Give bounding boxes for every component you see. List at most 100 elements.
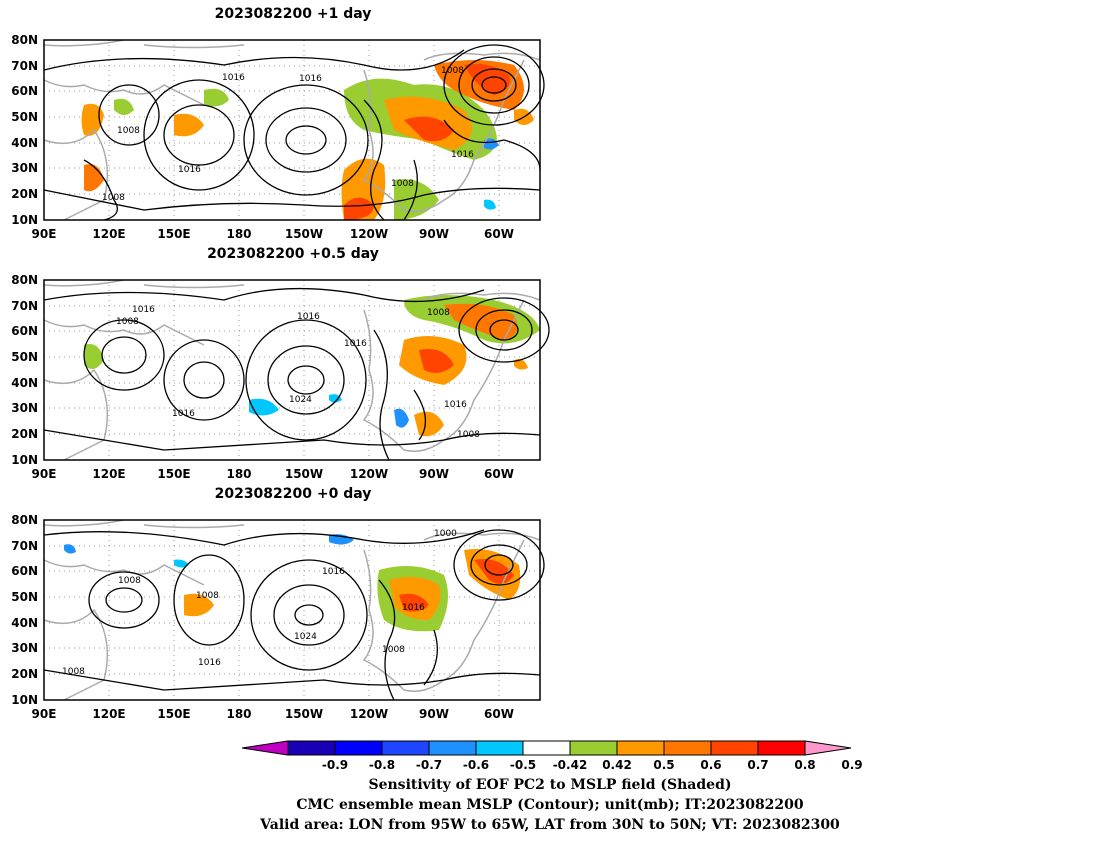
- contour-label: 1008: [116, 317, 139, 327]
- colorbar-swatch: [757, 740, 806, 756]
- lon-label-120w: 120W: [350, 227, 388, 241]
- map-area: 1000 1008 1008 1016 1016 1024 1016 1008 …: [43, 519, 545, 701]
- lon-label-90w: 90W: [419, 707, 449, 721]
- lon-label-60w: 60W: [484, 227, 514, 241]
- caption-line-2: CMC ensemble mean MSLP (Contour); unit(m…: [296, 797, 804, 813]
- lon-tick-labels: 90E 120E 150E 180 150W 120W 90W 60W: [32, 227, 514, 241]
- contour-label: 1016: [198, 658, 221, 668]
- lat-tick-labels: 80N 70N 60N 50N 40N 30N 20N 10N: [11, 273, 38, 467]
- lat-label-20: 20N: [11, 427, 38, 441]
- colorbar-swatch: [569, 740, 618, 756]
- lon-label-60w: 60W: [484, 707, 514, 721]
- colorbar-swatch: [663, 740, 712, 756]
- contour-label: 1000: [434, 529, 457, 539]
- colorbar-tick-label: 0.5: [653, 758, 674, 772]
- contour-label: 1008: [118, 576, 141, 586]
- colorbar-tick-label: -0.5: [510, 758, 536, 772]
- lat-label-40: 40N: [11, 376, 38, 390]
- contour-label: 1008: [457, 430, 480, 440]
- lat-label-50: 50N: [11, 590, 38, 604]
- lon-label-60w: 60W: [484, 467, 514, 481]
- lat-label-70: 70N: [11, 299, 38, 313]
- lat-label-80: 80N: [11, 273, 38, 287]
- colorbar-tick-label: -0.7: [416, 758, 442, 772]
- lat-label-20: 20N: [11, 187, 38, 201]
- lon-label-150w: 150W: [285, 467, 323, 481]
- lat-label-60: 60N: [11, 324, 38, 338]
- lon-label-120w: 120W: [350, 467, 388, 481]
- contour-label: 1016: [297, 312, 320, 322]
- lon-label-90w: 90W: [419, 227, 449, 241]
- caption-line-1: Sensitivity of EOF PC2 to MSLP field (Sh…: [368, 777, 732, 793]
- colorbar-swatch: [428, 740, 477, 756]
- map-panel-2: 80N 70N 60N 50N 40N 30N 20N 10N 90E 120E…: [11, 273, 550, 481]
- lon-label-150e: 150E: [157, 707, 190, 721]
- contour-label: 1008: [441, 66, 464, 76]
- contour-label: 1024: [294, 632, 317, 642]
- caption-line-3: Valid area: LON from 95W to 65W, LAT fro…: [260, 817, 840, 833]
- mslp-contours: [43, 287, 550, 461]
- contour-label: 1008: [62, 667, 85, 677]
- sensitivity-shading: [64, 534, 521, 632]
- contour-label: 1016: [178, 165, 201, 175]
- lat-label-20: 20N: [11, 667, 38, 681]
- lon-label-150w: 150W: [285, 227, 323, 241]
- colorbar-arrow-left: [241, 740, 289, 756]
- coastlines: [43, 39, 541, 221]
- colorbar-labels: -0.9 -0.8 -0.7 -0.6 -0.5 -0.42 0.42 0.5 0.6 0.7 0.…: [322, 758, 863, 772]
- colorbar-tick-label: 0.8: [794, 758, 815, 772]
- lon-label-120e: 120E: [92, 467, 125, 481]
- contour-label: 1016: [402, 603, 425, 613]
- lat-label-40: 40N: [11, 616, 38, 630]
- colorbar-swatch: [287, 740, 336, 756]
- colorbar-tick-label: -0.6: [463, 758, 489, 772]
- map-area: 1016 1008 1016 1008 1016 1024 1016 1016 …: [43, 279, 550, 461]
- contour-label: 1016: [444, 400, 467, 410]
- colorbar-tick-label: 0.6: [700, 758, 721, 772]
- lat-tick-labels: 80N 70N 60N 50N 40N 30N 20N 10N: [11, 513, 38, 707]
- colorbar-tick-label: 0.42: [602, 758, 632, 772]
- lat-label-50: 50N: [11, 110, 38, 124]
- lat-label-60: 60N: [11, 564, 38, 578]
- lat-label-80: 80N: [11, 33, 38, 47]
- lon-tick-labels: 90E 120E 150E 180 150W 120W 90W 60W: [32, 467, 514, 481]
- map-panel-1: 80N 70N 60N 50N 40N 30N 20N 10N 90E 120E…: [11, 33, 545, 241]
- lon-label-120e: 120E: [92, 227, 125, 241]
- lat-label-80: 80N: [11, 513, 38, 527]
- contour-label: 1016: [451, 150, 474, 160]
- lat-label-10: 10N: [11, 693, 38, 707]
- lon-label-150e: 150E: [157, 467, 190, 481]
- panel-title-3: 2023082200 +0 day: [214, 486, 372, 502]
- contour-label: 1016: [344, 339, 367, 349]
- contour-label: 1016: [132, 305, 155, 315]
- colorbar-swatch: [522, 740, 571, 756]
- contour-label: 1016: [299, 74, 322, 84]
- mslp-contours: [43, 529, 545, 701]
- coastlines: [43, 279, 541, 461]
- lon-label-90e: 90E: [32, 707, 57, 721]
- colorbar-tick-label: -0.9: [322, 758, 348, 772]
- lat-label-10: 10N: [11, 453, 38, 467]
- contour-labels: 1016 1016 1008 1008 1016 1008 1008 1016: [102, 66, 474, 203]
- lon-label-150e: 150E: [157, 227, 190, 241]
- contour-labels: 1016 1008 1016 1008 1016 1024 1016 1016 …: [116, 305, 480, 440]
- colorbar-tick-label: 0.7: [747, 758, 768, 772]
- lat-label-50: 50N: [11, 350, 38, 364]
- contour-label: 1008: [117, 126, 140, 136]
- colorbar-swatch: [616, 740, 665, 756]
- colorbar-arrow-right: [804, 740, 852, 756]
- contour-label: 1008: [102, 193, 125, 203]
- lon-label-180: 180: [226, 707, 251, 721]
- lon-label-90e: 90E: [32, 467, 57, 481]
- colorbar-swatch: [334, 740, 383, 756]
- lat-label-10: 10N: [11, 213, 38, 227]
- contour-label: 1008: [391, 179, 414, 189]
- colorbar-swatch: [710, 740, 759, 756]
- lat-label-30: 30N: [11, 401, 38, 415]
- colorbar-swatch: [475, 740, 524, 756]
- lat-label-30: 30N: [11, 641, 38, 655]
- lon-label-90w: 90W: [419, 467, 449, 481]
- lat-label-40: 40N: [11, 136, 38, 150]
- colorbar: -0.9 -0.8 -0.7 -0.6 -0.5 -0.42 0.42 0.5 0.6 0.7 0.…: [241, 740, 863, 772]
- contour-label: 1008: [427, 308, 450, 318]
